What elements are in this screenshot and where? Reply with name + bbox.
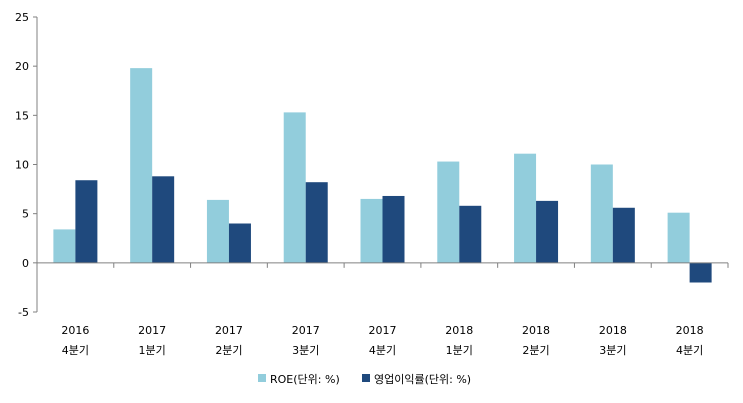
x-category-year: 2018 — [676, 324, 704, 337]
x-category-year: 2018 — [445, 324, 473, 337]
bar-series-0-1 — [130, 68, 153, 263]
bar-series-0-2 — [206, 199, 229, 263]
bar-series-0-6 — [514, 153, 537, 263]
legend-swatch-0 — [258, 374, 266, 382]
bars — [53, 68, 712, 283]
bar-series-1-4 — [382, 195, 405, 263]
bar-series-0-7 — [590, 164, 613, 263]
x-category-year: 2017 — [138, 324, 166, 337]
bar-series-0-8 — [667, 212, 690, 263]
y-tick-label: 25 — [15, 11, 29, 24]
legend-label-0: ROE(단위: %) — [270, 373, 340, 386]
x-category-year: 2018 — [522, 324, 550, 337]
x-category-quarter: 1분기 — [446, 344, 473, 357]
x-category-quarter: 1분기 — [139, 344, 166, 357]
x-category-quarter: 4분기 — [676, 344, 703, 357]
bar-series-0-0 — [53, 229, 76, 263]
bar-series-1-8 — [689, 262, 712, 283]
x-category-quarter: 2분기 — [522, 344, 549, 357]
bar-series-0-4 — [360, 198, 383, 263]
x-category-quarter: 3분기 — [599, 344, 626, 357]
x-category-quarter: 2분기 — [215, 344, 242, 357]
bar-series-1-1 — [152, 176, 175, 263]
legend-label-1: 영업이익률(단위: %) — [374, 373, 471, 386]
bar-series-1-6 — [536, 200, 559, 263]
y-axis: 25 20 15 10 5 0 -5 — [15, 11, 38, 319]
y-tick-label: 0 — [22, 257, 29, 270]
bar-series-0-3 — [283, 112, 306, 263]
x-category-year: 2017 — [369, 324, 397, 337]
x-category-quarter: 3분기 — [292, 344, 319, 357]
legend-swatch-1 — [362, 374, 370, 382]
bar-series-1-2 — [228, 223, 251, 263]
y-tick-label: -5 — [18, 306, 29, 319]
y-tick-label: 20 — [15, 60, 29, 73]
x-category-year: 2017 — [292, 324, 320, 337]
bar-series-1-3 — [305, 182, 328, 263]
x-axis: 2016 4분기 2017 1분기 2017 2분기 2017 3분기 2017 4분기 2018 1… — [36, 262, 729, 357]
y-tick-label: 5 — [22, 208, 29, 221]
x-category-quarter: 4분기 — [62, 344, 89, 357]
x-category-year: 2018 — [599, 324, 627, 337]
bar-series-1-0 — [75, 180, 98, 263]
y-tick-label: 10 — [15, 159, 29, 172]
x-category-year: 2016 — [61, 324, 89, 337]
bar-series-1-5 — [459, 205, 482, 263]
y-tick-label: 15 — [15, 109, 29, 122]
bar-series-1-7 — [612, 207, 635, 263]
legend: ROE(단위: %) 영업이익률(단위: %) — [258, 373, 471, 386]
bar-series-0-5 — [437, 161, 460, 263]
x-category-quarter: 4분기 — [369, 344, 396, 357]
x-category-year: 2017 — [215, 324, 243, 337]
